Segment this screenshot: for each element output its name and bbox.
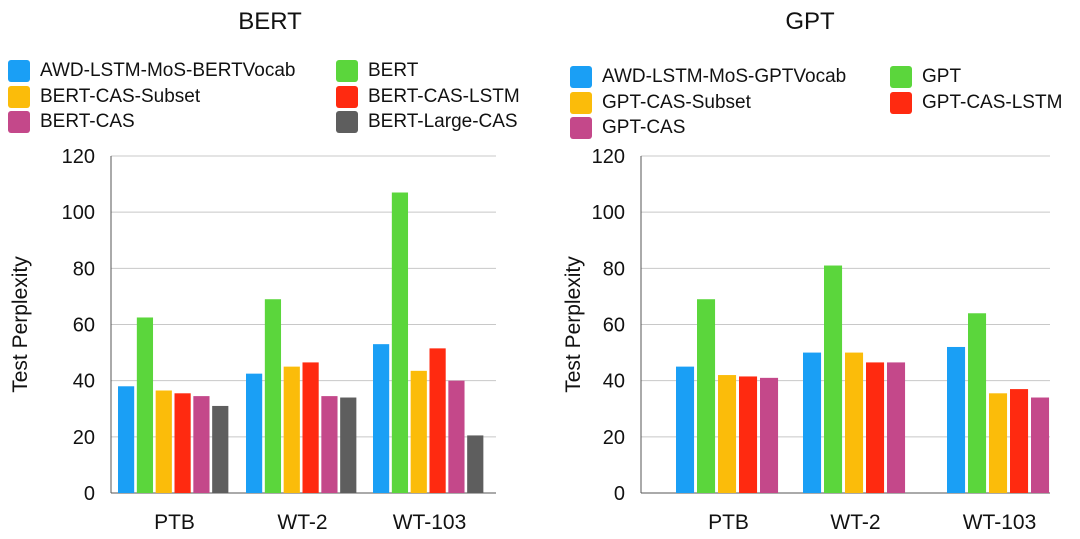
y-tick-label: 40 [603,371,625,393]
legend-label: GPT-CAS-Subset [602,92,751,113]
legend-swatch [570,117,592,139]
bar [373,344,390,493]
legend-item-bert-cas-subset: BERT-CAS-Subset [8,86,200,108]
legend-item-bert-cas-lstm: BERT-CAS-LSTM [336,86,520,108]
legend-swatch [336,60,358,82]
legend-item-gpt: GPT [890,66,961,88]
legend-item-bert: BERT [336,60,418,82]
legend-swatch [890,92,912,114]
legend-label: AWD-LSTM-MoS-GPTVocab [602,66,847,87]
bar [887,362,906,493]
legend-swatch [570,66,592,88]
gpt-chart-title: GPT [785,8,835,35]
bar [193,396,210,493]
bar [264,299,282,493]
bar [340,397,357,493]
y-tick-label: 100 [592,202,625,224]
bar [1010,389,1029,493]
bar [1031,397,1050,493]
legend-swatch [8,60,30,82]
y-axis-label: Test Perplexity [562,256,585,393]
bar [989,393,1008,493]
bar [803,352,822,493]
y-tick-label: 20 [603,427,625,449]
legend-label: GPT-CAS [602,117,686,138]
bar [136,317,154,493]
y-axis-label: Test Perplexity [9,256,32,393]
legend-swatch [8,86,30,108]
bar [824,265,843,493]
legend-swatch [336,111,358,133]
y-tick-label: 100 [62,202,95,224]
bar [760,377,779,493]
legend-item-gpt-cas-lstm: GPT-CAS-LSTM [890,92,1062,114]
bar [448,380,465,493]
bert-plot-area: 0 20 40 60 80 100 120 Test Perplexity PTB WT-2 WT-… [9,146,496,534]
legend-label: GPT-CAS-LSTM [922,92,1063,113]
x-tick-label: WT-2 [277,511,327,534]
bert-chart-panel: BERT AWD-LSTM-MoS-BERTVocab BERT-CAS-Sub… [8,8,520,534]
y-tick-label: 0 [84,483,95,505]
bar [697,299,716,493]
legend-item-awd-gpt: AWD-LSTM-MoS-GPTVocab [570,66,846,88]
bar [947,346,966,493]
bar [283,366,300,493]
legend-item-bert-large-cas: BERT-Large-CAS [336,111,518,133]
legend-swatch [890,66,912,88]
legend-item-gpt-cas-subset: GPT-CAS-Subset [570,92,751,114]
legend-label: BERT-CAS [40,111,135,132]
x-tick-label: WT-103 [393,511,467,534]
bar [866,362,885,493]
legend-label: AWD-LSTM-MoS-BERTVocab [40,60,296,81]
gpt-chart-panel: GPT AWD-LSTM-MoS-GPTVocab GPT-CAS-Subset… [540,0,1080,539]
y-tick-label: 60 [603,315,625,337]
gpt-plot-area: 0 20 40 60 80 100 120 Test Perplexity PTB WT-2 WT-… [562,146,1050,534]
bar [739,376,758,493]
bar [410,370,427,493]
bar [174,393,191,493]
x-tick-label: WT-2 [830,511,880,534]
bar [246,373,263,493]
legend-label: BERT-CAS-Subset [40,86,201,107]
legend-item-bert-cas: BERT-CAS [8,111,135,133]
legend-swatch [8,111,30,133]
legend-label: GPT [922,66,962,87]
bar [676,366,695,493]
y-tick-label: 0 [614,483,625,505]
y-tick-label: 80 [603,258,625,280]
bar [212,405,229,493]
bar [302,362,319,493]
legend-label: BERT [368,60,419,81]
y-tick-label: 80 [73,258,95,280]
bar [429,348,446,493]
legend-swatch [570,92,592,114]
bar [118,386,135,493]
bar [467,435,484,493]
bar [391,192,409,493]
bar [845,352,864,493]
legend-label: BERT-Large-CAS [368,111,518,132]
x-tick-label: WT-103 [963,511,1037,534]
bar [321,396,338,493]
legend-item-awd-bert: AWD-LSTM-MoS-BERTVocab [8,60,296,82]
y-tick-label: 120 [62,146,95,168]
x-tick-label: PTB [154,511,195,534]
legend-swatch [336,86,358,108]
y-tick-label: 20 [73,427,95,449]
bert-chart-title: BERT [238,8,302,35]
bar [155,390,172,493]
legend-item-gpt-cas: GPT-CAS [570,117,685,139]
y-tick-label: 120 [592,146,625,168]
bar [718,375,737,493]
legend-label: BERT-CAS-LSTM [368,86,520,107]
bar [968,313,987,493]
x-tick-label: PTB [708,511,749,534]
y-tick-label: 40 [73,371,95,393]
y-tick-label: 60 [73,315,95,337]
